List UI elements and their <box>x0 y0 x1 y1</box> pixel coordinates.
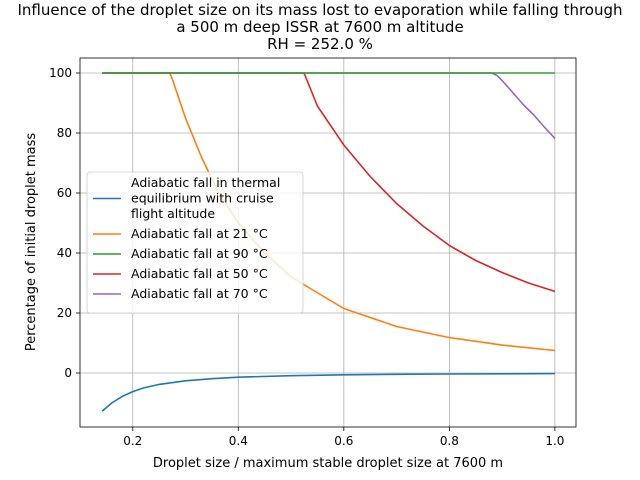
x-axis-label: Droplet size / maximum stable droplet si… <box>153 456 503 471</box>
y-tick-label: 40 <box>57 246 72 260</box>
legend-label-1: Adiabatic fall at 21 °C <box>131 226 268 241</box>
legend-box <box>86 171 304 314</box>
chart-title-line-2: a 500 m deep ISSR at 7600 m altitude <box>176 18 463 36</box>
x-tick-label: 1.0 <box>545 434 564 448</box>
legend-label-4: Adiabatic fall at 70 °C <box>131 286 268 301</box>
legend-label-0: equilibrium with cruise <box>131 191 274 206</box>
y-axis-label: Percentage of initial droplet mass <box>24 133 39 352</box>
chart-title: Influence of the droplet size on its mas… <box>17 1 622 53</box>
y-tick-label: 100 <box>49 66 72 80</box>
legend-label-0: Adiabatic fall in thermal <box>131 175 280 190</box>
y-tick-label: 60 <box>57 186 72 200</box>
x-tick-label: 0.8 <box>440 434 459 448</box>
chart-title-line-3: RH = 252.0 % <box>267 35 373 53</box>
legend-label-0: flight altitude <box>131 206 215 221</box>
y-tick-label: 0 <box>64 366 72 380</box>
x-tick-label: 0.2 <box>123 434 142 448</box>
x-axis-ticks: 0.2 0.4 0.6 0.8 1.0 <box>123 427 564 448</box>
x-tick-label: 0.4 <box>229 434 248 448</box>
x-tick-label: 0.6 <box>334 434 353 448</box>
legend-label-3: Adiabatic fall at 50 °C <box>131 266 268 281</box>
chart-title-line-1: Influence of the droplet size on its mas… <box>17 1 622 19</box>
y-tick-label: 80 <box>57 126 72 140</box>
series-line-0 <box>101 372 555 412</box>
y-axis-ticks: 0 20 40 60 80 100 <box>49 66 80 380</box>
y-tick-label: 20 <box>57 306 72 320</box>
legend-label-2: Adiabatic fall at 90 °C <box>131 246 268 261</box>
plot-frame <box>79 57 577 428</box>
